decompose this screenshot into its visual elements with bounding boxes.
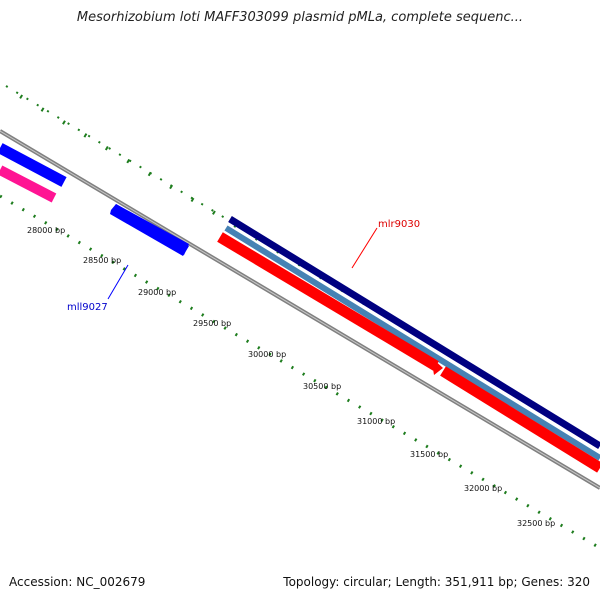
scale-label-29500: 29500 bp <box>193 319 231 328</box>
gene-mlr9030-part2[interactable] <box>440 366 600 473</box>
scale-label-30000: 30000 bp <box>248 350 286 359</box>
navy-track-band <box>228 216 600 449</box>
scale-label-30500: 30500 bp <box>303 382 341 391</box>
steelblue-track-band <box>224 225 600 461</box>
accession-label: Accession: NC_002679 <box>9 575 146 589</box>
cds-blue-upper <box>0 143 67 187</box>
gene-label-mll9027[interactable]: mll9027 <box>67 302 108 313</box>
feature-pink <box>0 165 57 203</box>
scale-label-29000: 29000 bp <box>138 288 176 297</box>
gene-label-mlr9030[interactable]: mlr9030 <box>378 219 420 230</box>
scale-label-28500: 28500 bp <box>83 256 121 265</box>
scale-labels: 28000 bp 28500 bp 29000 bp 29500 bp 3000… <box>27 226 555 528</box>
gene-mlr9030-part1[interactable] <box>217 232 439 371</box>
plasmid-backbone-highlight <box>0 130 600 489</box>
scale-label-31000: 31000 bp <box>357 417 395 426</box>
gene-mll9027-body <box>111 204 189 255</box>
genome-summary: Topology: circular; Length: 351,911 bp; … <box>283 575 590 589</box>
leader-line-mll9027 <box>107 264 129 300</box>
scale-label-32500: 32500 bp <box>517 519 555 528</box>
gene-mlr9030-arrowhead-1 <box>431 357 443 375</box>
scale-label-28000: 28000 bp <box>27 226 65 235</box>
scale-label-31500: 31500 bp <box>410 450 448 459</box>
map-title: Mesorhizobium loti MAFF303099 plasmid pM… <box>76 10 524 25</box>
scale-label-32000: 32000 bp <box>464 484 502 493</box>
inner-tick-ring <box>0 194 600 550</box>
leader-line-mlr9030 <box>351 227 378 269</box>
